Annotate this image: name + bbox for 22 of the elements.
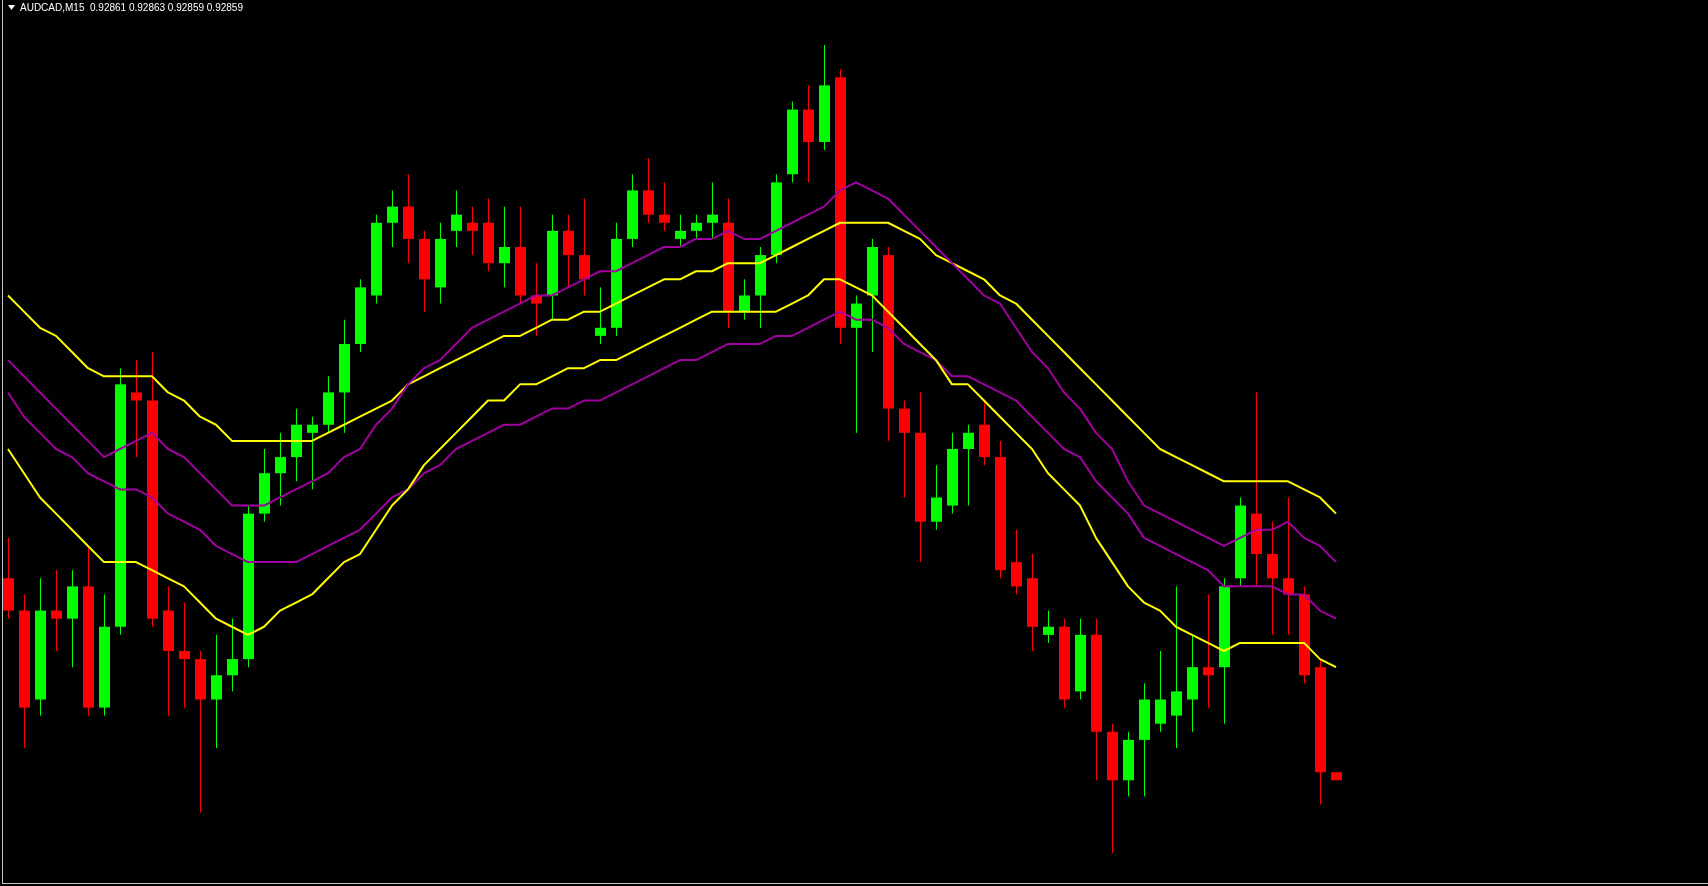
candlestick	[499, 206, 510, 288]
candlestick	[675, 214, 686, 248]
candlestick	[595, 286, 606, 345]
candlestick	[179, 602, 190, 709]
candlestick	[963, 424, 974, 507]
candlestick	[51, 569, 62, 652]
candlestick	[387, 189, 398, 248]
candlestick	[691, 214, 702, 240]
candlestick	[531, 262, 542, 337]
candlestick	[739, 278, 750, 321]
candlestick	[707, 181, 718, 240]
candlestick	[659, 181, 670, 232]
chart-title: AUDCAD,M15 0.92861 0.92863 0.92859 0.92859	[20, 2, 243, 13]
candlestick	[467, 206, 478, 256]
candlestick	[131, 359, 142, 458]
candlestick	[451, 189, 462, 248]
candlestick	[307, 416, 318, 490]
candlestick	[1283, 496, 1294, 636]
candlestick	[1203, 593, 1214, 709]
candlestick	[1043, 610, 1054, 644]
candlestick	[227, 618, 238, 692]
candlestick	[275, 432, 286, 507]
